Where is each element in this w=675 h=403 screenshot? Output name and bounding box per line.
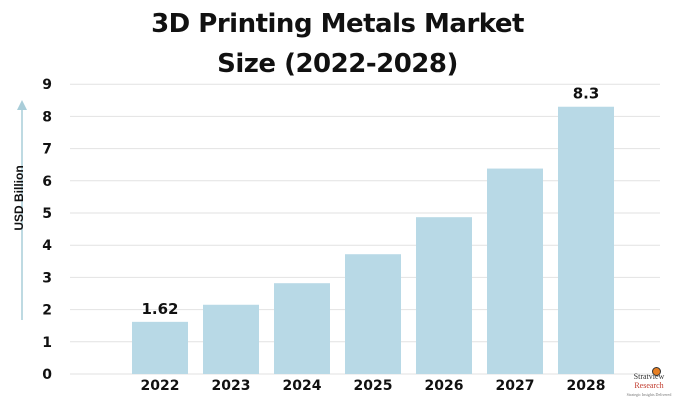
bar-2024 [274, 283, 330, 374]
x-tick-label-2028: 2028 [567, 378, 606, 394]
data-label-2022: 1.62 [141, 300, 178, 318]
x-tick-label-2024: 2024 [283, 378, 322, 394]
chart-title-line-2: Size (2022-2028) [217, 49, 458, 79]
y-tick-label-7: 7 [42, 142, 52, 158]
y-tick-label-2: 2 [42, 303, 52, 319]
y-tick-label-9: 9 [42, 77, 52, 93]
bar-2023 [203, 304, 259, 374]
x-tick-label-2027: 2027 [496, 378, 535, 394]
data-label-2028: 8.3 [573, 85, 600, 103]
y-axis-arrow-head-icon [17, 100, 27, 110]
x-tick-label-2023: 2023 [212, 378, 251, 394]
bar-2028 [558, 106, 614, 375]
logo-text-line2: Research [634, 381, 664, 390]
y-tick-label-1: 1 [42, 335, 52, 351]
x-tick-label-2022: 2022 [141, 378, 180, 394]
x-tick-label-2025: 2025 [354, 378, 393, 394]
bar-2022 [132, 321, 188, 374]
x-tick-label-2026: 2026 [425, 378, 464, 394]
bar-2026 [416, 217, 472, 374]
stratview-logo: Stratview Research Strategic Insights De… [624, 367, 674, 402]
logo-text-line1: Stratview [633, 372, 665, 381]
logo-text-line3: Strategic Insights Delivered [626, 392, 672, 397]
chart-title-line-1: 3D Printing Metals Market [151, 9, 524, 39]
y-tick-label-8: 8 [42, 109, 52, 125]
bar-2025 [345, 254, 401, 374]
y-tick-label-4: 4 [42, 238, 52, 254]
y-axis-label: USD Billion [12, 165, 26, 231]
y-tick-label-5: 5 [42, 206, 52, 222]
y-tick-label-6: 6 [42, 174, 52, 190]
bar-2027 [487, 168, 543, 374]
y-tick-label-3: 3 [42, 270, 52, 286]
logo-mark-icon [652, 367, 661, 376]
y-tick-label-0: 0 [42, 367, 52, 383]
